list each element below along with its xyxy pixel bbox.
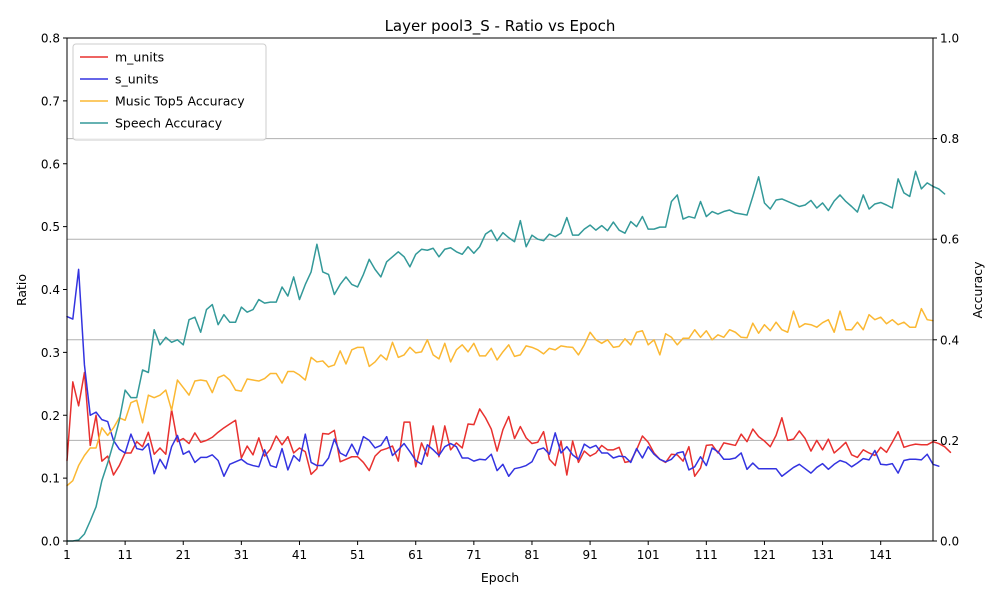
y-tick-label: 0.7 — [41, 94, 60, 108]
y-axis-left: 0.0 0.1 0.2 0.3 0.4 0.5 0.6 0.7 0.8 — [41, 32, 67, 549]
x-tick-label: 71 — [466, 548, 481, 562]
y-axis-right: 0.0 0.2 0.4 0.6 0.8 1.0 — [933, 32, 959, 549]
y-tick-label: 0.2 — [41, 409, 60, 423]
series-line-music-top5-accuracy — [66, 307, 934, 487]
x-tick-label: 61 — [408, 548, 423, 562]
chart-title: Layer pool3_S - Ratio vs Epoch — [385, 17, 616, 36]
series-line-speech-accuracy — [66, 170, 946, 542]
y-right-tick-label: 0.8 — [940, 132, 959, 146]
x-tick-label: 31 — [234, 548, 249, 562]
x-tick-label: 111 — [695, 548, 718, 562]
series-lines — [66, 170, 952, 542]
y-right-tick-label: 0.0 — [940, 535, 959, 549]
y-right-tick-label: 0.4 — [940, 333, 959, 347]
grid-lines — [67, 138, 933, 441]
x-tick-label: 81 — [524, 548, 539, 562]
y-right-tick-label: 0.2 — [940, 434, 959, 448]
y-tick-label: 0.4 — [41, 283, 60, 297]
x-axis-title: Epoch — [481, 570, 519, 585]
y-right-tick-label: 1.0 — [940, 32, 959, 46]
x-axis: 1 11 21 31 41 51 61 71 81 91 101 111 121 131 141 — [63, 541, 892, 562]
x-tick-label: 51 — [350, 548, 365, 562]
legend-label: Speech Accuracy — [115, 116, 223, 131]
series-line-m-units — [66, 371, 952, 477]
legend-box — [72, 43, 267, 141]
y-tick-label: 0.0 — [41, 535, 60, 549]
y-axis-right-title: Accuracy — [970, 261, 985, 319]
y-tick-label: 0.5 — [41, 220, 60, 234]
y-right-tick-label: 0.6 — [940, 233, 959, 247]
y-tick-label: 0.8 — [41, 32, 60, 46]
x-tick-label: 91 — [582, 548, 597, 562]
x-tick-label: 11 — [117, 548, 132, 562]
legend: m_units s_units Music Top5 Accuracy Speech … — [72, 43, 267, 141]
series-line-s-units — [66, 268, 940, 477]
x-tick-label: 41 — [292, 548, 307, 562]
legend-label: Music Top5 Accuracy — [115, 94, 245, 109]
y-tick-label: 0.1 — [41, 472, 60, 486]
x-tick-label: 21 — [176, 548, 191, 562]
x-tick-label: 131 — [811, 548, 834, 562]
x-tick-label: 121 — [753, 548, 776, 562]
legend-label: s_units — [115, 72, 159, 87]
y-tick-label: 0.6 — [41, 157, 60, 171]
x-tick-label: 101 — [637, 548, 660, 562]
y-axis-title: Ratio — [14, 274, 29, 306]
x-tick-label: 1 — [63, 548, 71, 562]
y-tick-label: 0.3 — [41, 346, 60, 360]
legend-label: m_units — [115, 50, 164, 65]
x-tick-label: 141 — [869, 548, 892, 562]
